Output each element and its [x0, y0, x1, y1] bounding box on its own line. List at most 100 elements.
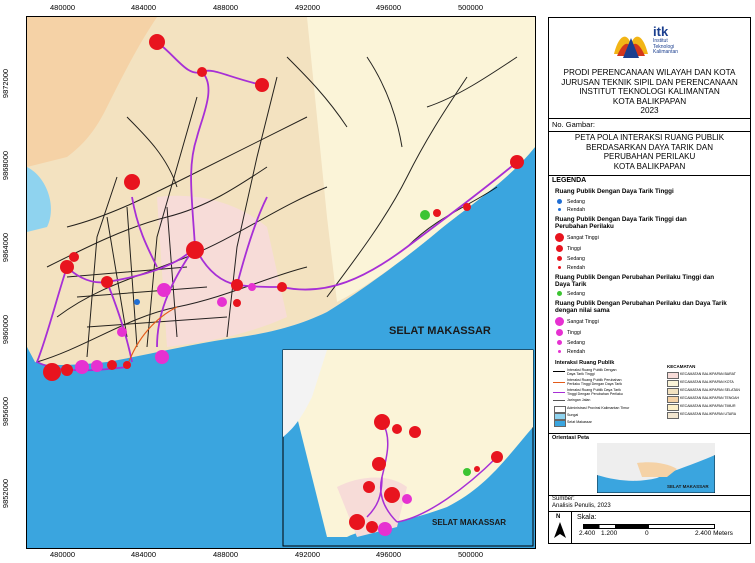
point-high[interactable]	[231, 279, 243, 291]
point-very-high[interactable]	[43, 363, 61, 381]
y-tick-left: 9864000	[1, 232, 11, 263]
point-magenta[interactable]	[75, 360, 89, 374]
orientation-title: Orientasi Peta	[552, 435, 589, 441]
y-tick-left: 9872000	[1, 68, 11, 99]
map-title: PETA POLA INTERAKSI RUANG PUBLIK BERDASA…	[549, 133, 750, 171]
point-green[interactable]	[420, 210, 430, 220]
kecamatan-item: KECAMATAN BALIKPAPAN SELATAN	[680, 388, 740, 392]
point-high[interactable]	[101, 276, 113, 288]
legend-group-title: Ruang Publik Dengan Perubahan Perilaku d…	[555, 300, 727, 314]
logo-sub-2: Teknologi	[653, 43, 675, 50]
legend-item: Sedang	[567, 340, 585, 346]
x-tick-top: 500000	[458, 3, 484, 12]
road-network	[36, 56, 518, 363]
kecamatan-item: KECAMATAN BALIKPAPAN BARAT	[680, 372, 736, 376]
y-tick-left: 9868000	[1, 150, 11, 181]
point-very-high[interactable]	[124, 174, 140, 190]
map-title-line: KOTA BALIKPAPAN	[613, 161, 686, 171]
line-swatch	[553, 392, 565, 393]
point-medium[interactable]	[123, 361, 131, 369]
kecamatan-item: KECAMATAN BALIKPAPAN KOTA	[680, 380, 734, 384]
legend-item: Sedang	[567, 199, 585, 205]
legend-dot-magenta	[556, 329, 563, 336]
legend-panel: itk Institut Teknologi Kalimantan PRODI …	[548, 17, 751, 544]
kecamatan-item: KECAMATAN BALIKPAPAN TENGAH	[680, 396, 739, 400]
source-label: Sumber:	[552, 496, 575, 502]
orientation-map: SELAT MAKASSAR	[597, 443, 715, 493]
sea-label: SELAT MAKASSAR	[389, 325, 491, 337]
source-value: Analisis Penulis, 2023	[552, 503, 611, 509]
point-medium[interactable]	[463, 203, 471, 211]
legend-item: Rendah	[567, 349, 586, 355]
interaction-legend-title: Interaksi Ruang Publik	[555, 360, 615, 366]
north-label: N	[556, 514, 561, 520]
y-tick-left: 9860000	[1, 314, 11, 345]
point-magenta[interactable]	[217, 297, 227, 307]
point-high[interactable]	[277, 282, 287, 292]
point-magenta[interactable]	[155, 350, 169, 364]
point-magenta[interactable]	[157, 283, 171, 297]
north-arrow: N	[549, 511, 572, 543]
point-medium[interactable]	[433, 209, 441, 217]
legend-dot-blue	[557, 199, 562, 204]
kecamatan-swatch	[667, 412, 679, 419]
scale-bar	[583, 524, 715, 529]
interaction-item: Interaksi Ruang Publik Daya Tarik Tinggi…	[567, 388, 623, 396]
title-block: itk Institut Teknologi Kalimantan PRODI …	[549, 18, 750, 119]
line-swatch	[553, 371, 565, 372]
scale-block: N Skala: 2.400 1.200 0 2.400 Meters	[549, 511, 750, 543]
legend-dot-green	[557, 291, 562, 296]
scale-tick: 0	[645, 530, 649, 537]
scale-label: Skala:	[577, 514, 597, 521]
point-medium[interactable]	[233, 299, 241, 307]
point-high[interactable]	[60, 260, 74, 274]
interaction-item: Sungai	[567, 413, 579, 417]
legend-item: Rendah	[567, 265, 586, 271]
point-magenta[interactable]	[117, 327, 127, 337]
public-space-points	[43, 34, 524, 381]
main-map[interactable]: SELAT MAKASSAR	[26, 16, 536, 549]
point-blue[interactable]	[134, 299, 140, 305]
legend-dot-red	[556, 245, 563, 252]
legend-title: LEGENDA	[552, 177, 587, 184]
y-tick-left: 9852000	[1, 478, 11, 509]
legend-group-title: Ruang Publik Dengan Daya Tarik Tinggi da…	[555, 216, 687, 230]
land-west	[27, 17, 157, 167]
logo-icon	[614, 36, 648, 58]
line-swatch	[553, 382, 565, 383]
river-swatch	[554, 413, 566, 420]
map-title-block: PETA POLA INTERAKSI RUANG PUBLIK BERDASA…	[549, 131, 750, 176]
orientation-sea-label: SELAT MAKASSAR	[667, 484, 709, 489]
orange-interaction-line	[126, 306, 178, 368]
interaction-item: Interaksi Ruang Publik Perubahan Perilak…	[567, 378, 623, 386]
x-tick-top: 488000	[213, 3, 239, 12]
inset-sea-label: SELAT MAKASSAR	[432, 518, 506, 527]
point-high[interactable]	[107, 360, 117, 370]
interaction-item: Selat Makassar	[567, 420, 592, 424]
map-title-line: PETA POLA INTERAKSI RUANG PUBLIK	[574, 133, 725, 142]
point-high[interactable]	[197, 67, 207, 77]
y-tick-left: 9856000	[1, 396, 11, 427]
kecamatan-title: KECAMATAN	[667, 364, 696, 369]
legend-dot-magenta	[557, 340, 562, 345]
kecamatan-swatch	[667, 404, 679, 411]
admin-swatch	[554, 406, 566, 413]
point-very-high[interactable]	[186, 241, 204, 259]
title-line: PRODI PERENCANAAN WILAYAH DAN KOTA	[563, 68, 736, 77]
point-very-high[interactable]	[255, 78, 269, 92]
point-medium[interactable]	[69, 252, 79, 262]
sea-swatch	[554, 420, 566, 427]
point-magenta[interactable]	[248, 283, 256, 291]
point-very-high[interactable]	[149, 34, 165, 50]
map-title-line: BERDASARKAN DAYA TARIK DAN	[586, 142, 713, 152]
kecamatan-swatch	[667, 388, 679, 395]
logo-subtitle: Institut Teknologi Kalimantan	[653, 38, 678, 56]
scale-tick: 2.400	[579, 530, 596, 537]
point-high[interactable]	[61, 364, 73, 376]
legend-dot-blue	[558, 208, 561, 211]
point-magenta[interactable]	[91, 360, 103, 372]
legend-dot-red	[555, 233, 564, 242]
x-tick-top: 484000	[131, 3, 157, 12]
point-very-high[interactable]	[510, 155, 524, 169]
interaction-item: Administrasi Provinsi Kalimantan Timur	[567, 406, 630, 410]
